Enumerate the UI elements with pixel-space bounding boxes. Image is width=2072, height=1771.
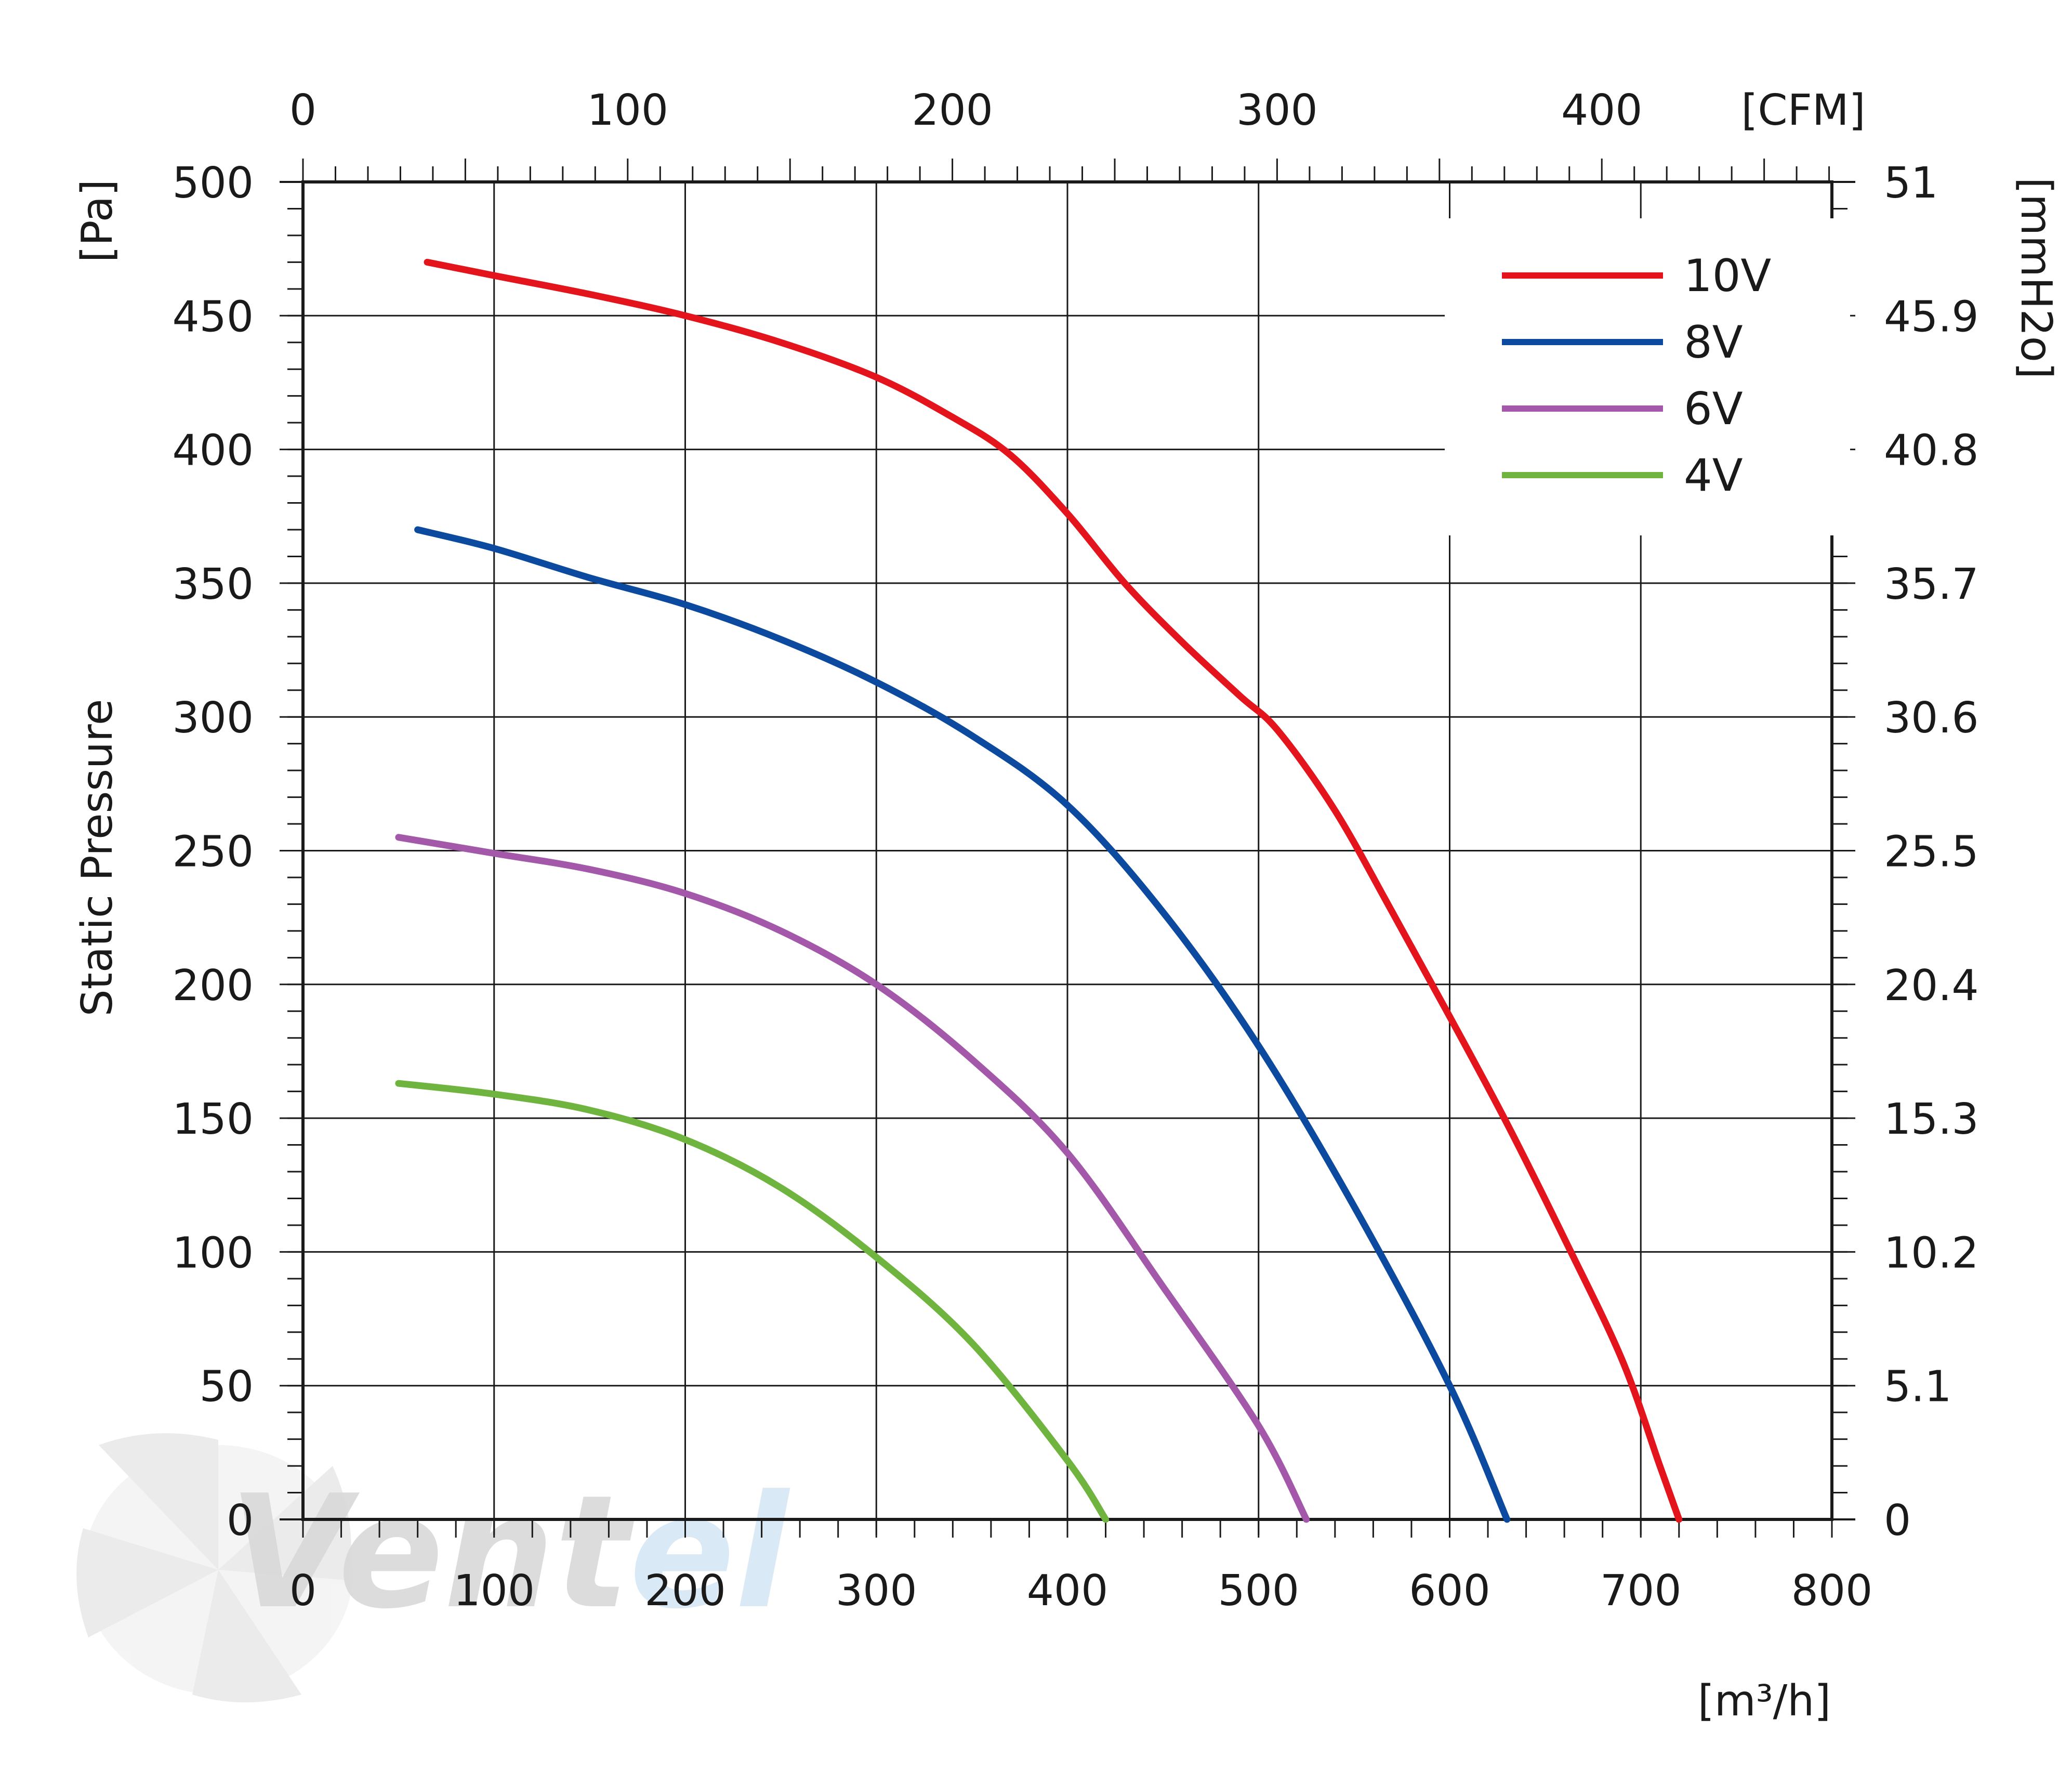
y-right-tick-label: 40.8 [1884, 426, 1979, 476]
svg-text:Ventel: Ventel [229, 1462, 791, 1643]
y-tick-label: 200 [172, 961, 254, 1011]
y-tick-label: 50 [200, 1362, 254, 1412]
x-top-tick-label: 200 [912, 86, 993, 135]
x-tick-label: 800 [1791, 1566, 1873, 1616]
legend-label-8v: 8V [1684, 317, 1743, 369]
y-right-tick-label: 10.2 [1884, 1228, 1979, 1278]
y-right-tick-label: 5.1 [1884, 1362, 1951, 1412]
x-top-tick-label: 400 [1561, 86, 1643, 135]
y-right-tick-label: 35.7 [1884, 560, 1979, 609]
x-top-tick-label: 0 [289, 86, 316, 135]
y-tick-label: 300 [172, 693, 254, 743]
y-right-tick-label: 30.6 [1884, 693, 1979, 743]
series-line-10v [424, 258, 1683, 1523]
x-tick-label: 600 [1409, 1566, 1490, 1616]
y-tick-label: 450 [172, 292, 254, 342]
tick-labels: 0 50 100 150 200 250 300 350 400 450 500 0 5.1 10.2 15… [172, 86, 1978, 1616]
x-tick-label: 100 [453, 1566, 535, 1616]
y-tick-label: 150 [172, 1095, 254, 1144]
y-tick-label: 250 [172, 828, 254, 877]
y-right-tick-label: 0 [1884, 1496, 1911, 1545]
y-right-tick-label: 45.9 [1884, 292, 1979, 342]
x-tick-label: 500 [1218, 1566, 1299, 1616]
legend-label-10v: 10V [1684, 250, 1771, 302]
legend-label-4v: 4V [1684, 450, 1743, 502]
y-axis-unit: [Pa] [73, 179, 122, 263]
x-top-axis-unit: [CFM] [1741, 86, 1865, 135]
x-tick-label: 0 [289, 1566, 316, 1616]
x-tick-label: 300 [836, 1566, 917, 1616]
y-tick-label: 350 [172, 560, 254, 609]
y-right-tick-label: 51 [1884, 159, 1938, 208]
series-line-4v [395, 1080, 1110, 1523]
x-tick-label: 400 [1027, 1566, 1108, 1616]
y-tick-label: 500 [172, 159, 254, 208]
series-layer [395, 258, 1683, 1523]
watermark: Ventel [76, 1433, 791, 1702]
watermark-text-light: el [629, 1462, 791, 1643]
y-tick-label: 0 [227, 1496, 254, 1545]
y-tick-label: 400 [172, 426, 254, 476]
legend: 10V 8V 6V 4V [1445, 218, 1850, 535]
y-axis-title: Static Pressure [73, 699, 122, 1017]
legend-label-6v: 6V [1684, 383, 1743, 435]
y-tick-label: 100 [172, 1228, 254, 1278]
fan-logo-icon [76, 1433, 353, 1702]
series-line-6v [395, 834, 1310, 1523]
x-axis-title: [m³/h] [1698, 1676, 1831, 1726]
watermark-text-dark: Vent [229, 1462, 635, 1643]
x-top-tick-label: 100 [587, 86, 669, 135]
y-right-axis-unit: [mmH2o] [2011, 177, 2061, 379]
x-tick-label: 200 [644, 1566, 726, 1616]
legend-background [1445, 218, 1850, 535]
series-line-8v [414, 526, 1511, 1523]
y-right-tick-label: 20.4 [1884, 961, 1979, 1011]
y-right-tick-label: 15.3 [1884, 1095, 1979, 1144]
x-tick-label: 700 [1600, 1566, 1682, 1616]
x-top-tick-label: 300 [1236, 86, 1318, 135]
y-right-tick-label: 25.5 [1884, 828, 1979, 877]
